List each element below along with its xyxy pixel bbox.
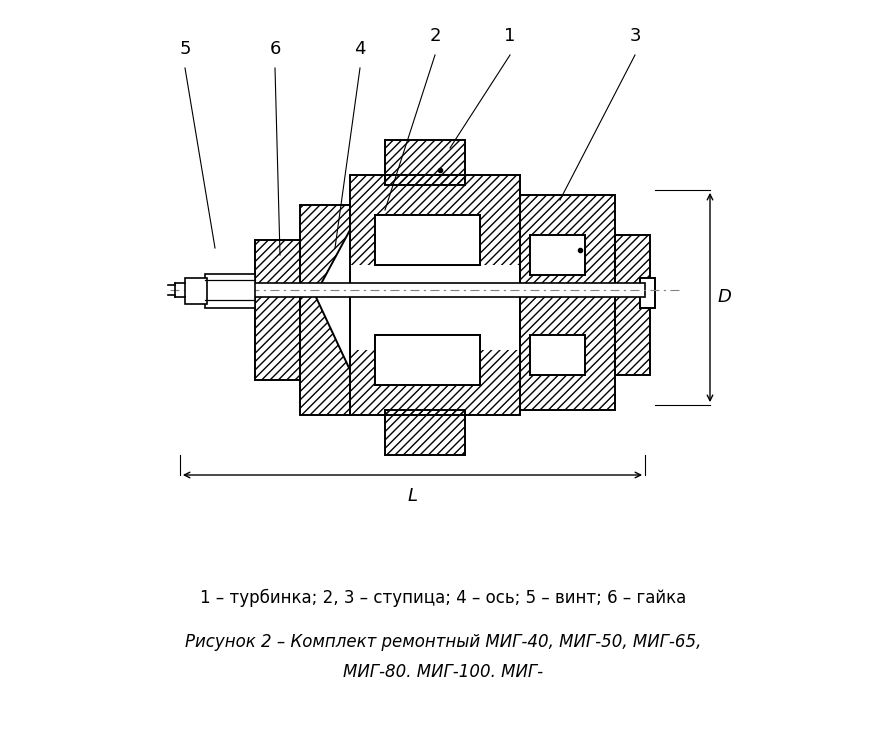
Text: 1 – турбинка; 2, 3 – ступица; 4 – ось; 5 – винт; 6 – гайка: 1 – турбинка; 2, 3 – ступица; 4 – ось; 5… <box>199 589 686 607</box>
Bar <box>375 215 479 265</box>
Bar <box>254 240 299 380</box>
Bar <box>614 235 649 375</box>
Bar <box>185 278 206 304</box>
Bar <box>385 140 464 185</box>
Text: 1: 1 <box>504 27 515 45</box>
Bar <box>299 205 350 415</box>
Bar <box>350 265 519 350</box>
Bar <box>254 240 299 380</box>
Bar <box>530 335 585 375</box>
Text: 4: 4 <box>354 40 365 58</box>
Text: 2: 2 <box>429 27 440 45</box>
Bar <box>350 175 519 415</box>
Bar <box>350 175 519 415</box>
Text: Рисунок 2 – Комплект ремонтный МИГ-40, МИГ-50, МИГ-65,: Рисунок 2 – Комплект ремонтный МИГ-40, М… <box>184 633 701 651</box>
Bar <box>385 140 464 185</box>
Text: 6: 6 <box>269 40 280 58</box>
Bar <box>205 274 254 308</box>
Bar <box>299 205 350 415</box>
Text: L: L <box>407 487 417 505</box>
Bar <box>614 235 649 375</box>
Bar <box>254 240 299 380</box>
Bar <box>385 410 464 455</box>
Bar <box>385 410 464 455</box>
Bar <box>375 335 479 385</box>
Bar <box>214 283 644 297</box>
Bar <box>375 215 479 265</box>
Bar <box>530 235 585 275</box>
Bar <box>385 410 464 455</box>
Bar <box>299 205 350 415</box>
Bar <box>640 278 654 308</box>
Text: D: D <box>717 288 731 307</box>
Polygon shape <box>315 230 350 370</box>
Text: 3: 3 <box>628 27 640 45</box>
Bar <box>614 235 649 375</box>
Bar <box>519 195 614 410</box>
Bar <box>375 335 479 385</box>
Text: 5: 5 <box>179 40 190 58</box>
Bar <box>519 195 614 410</box>
Bar <box>385 140 464 185</box>
Text: МИГ-80. МИГ-100. МИГ-: МИГ-80. МИГ-100. МИГ- <box>343 663 542 681</box>
Bar <box>350 175 519 415</box>
Bar <box>519 195 614 410</box>
